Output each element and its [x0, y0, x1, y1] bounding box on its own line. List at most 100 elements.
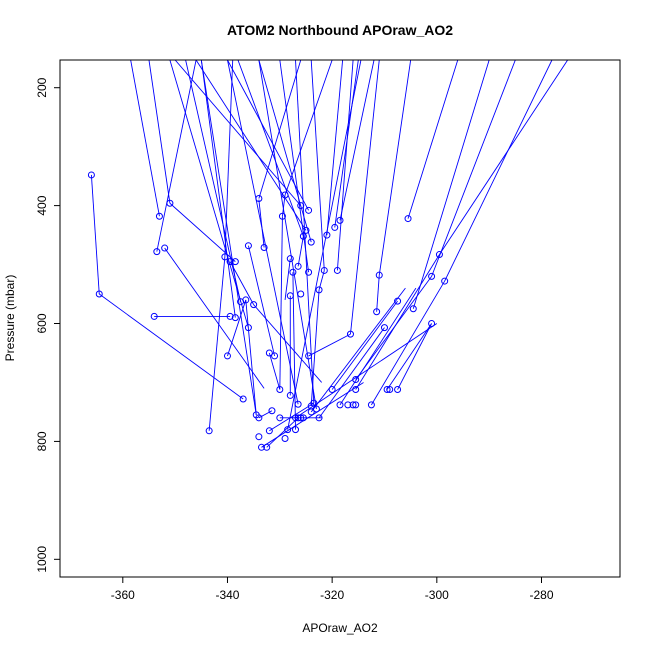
data-line-segment: [310, 287, 406, 413]
data-point: [428, 272, 436, 280]
data-point: [294, 400, 302, 408]
data-point: [265, 349, 273, 357]
data-line-segment: [378, 60, 412, 276]
data-point: [297, 414, 305, 422]
data-point: [153, 248, 161, 256]
data-line-segment: [281, 194, 286, 217]
data-line-segment: [326, 60, 344, 236]
data-segments: [90, 60, 569, 448]
data-line-segment: [174, 60, 302, 206]
data-point: [286, 255, 294, 263]
data-point: [375, 271, 383, 279]
data-point: [352, 376, 360, 384]
data-point: [226, 312, 234, 320]
data-point: [441, 277, 449, 285]
data-point: [294, 414, 302, 422]
data-point: [297, 202, 305, 210]
x-tick-label: -300: [425, 588, 449, 602]
data-point: [221, 253, 229, 261]
data-point: [383, 386, 391, 394]
data-point: [223, 352, 231, 360]
plot-frame: [59, 59, 621, 578]
y-tick-label: 800: [35, 431, 49, 451]
data-point: [302, 226, 310, 234]
data-point: [428, 320, 436, 328]
data-point: [244, 242, 252, 250]
data-point: [307, 238, 315, 246]
data-line-segment: [253, 304, 323, 383]
x-axis: -360 -340 -320 -300 -280: [111, 577, 554, 602]
data-line-segment: [407, 60, 459, 219]
data-point: [205, 427, 213, 435]
data-point: [286, 391, 294, 399]
data-point: [237, 298, 245, 306]
data-line-segment: [431, 60, 516, 277]
chart-title: ATOM2 Northbound APOraw_AO2: [227, 22, 453, 38]
data-line-segment: [284, 258, 291, 300]
data-points: [87, 171, 449, 451]
data-line-segment: [268, 352, 281, 390]
data-point: [255, 414, 263, 422]
data-line-segment: [195, 60, 307, 231]
data-point: [352, 386, 360, 394]
data-line-segment: [200, 60, 236, 318]
data-line-segment: [279, 60, 310, 273]
data-line-segment: [355, 254, 440, 390]
data-line-segment: [386, 323, 432, 390]
data-line-segment: [397, 323, 432, 390]
data-point: [328, 386, 336, 394]
data-point: [150, 312, 158, 320]
data-line-segment: [258, 60, 302, 199]
data-point: [394, 297, 402, 305]
data-point: [284, 426, 292, 434]
data-line-segment: [308, 333, 351, 357]
data-line-segment: [339, 60, 375, 221]
data-point: [331, 223, 339, 231]
data-point: [276, 414, 284, 422]
data-line-segment: [200, 60, 257, 415]
data-point: [307, 408, 315, 416]
data-line-segment: [412, 60, 490, 309]
data-point: [281, 191, 289, 199]
data-point: [312, 405, 320, 413]
data-line-segment: [90, 174, 100, 295]
data-point: [299, 414, 307, 422]
data-point: [386, 386, 394, 394]
data-point: [263, 443, 271, 451]
data-point: [310, 399, 318, 407]
data-point: [292, 426, 300, 434]
x-tick-label: -320: [320, 588, 344, 602]
data-point: [286, 292, 294, 300]
data-line-segment: [237, 60, 304, 237]
y-tick-label: 400: [35, 195, 49, 215]
data-line-segment: [156, 60, 197, 252]
data-line-segment: [310, 60, 325, 271]
data-line-segment: [164, 247, 265, 389]
data-point: [320, 266, 328, 274]
data-line-segment: [376, 275, 380, 312]
data-line-segment: [245, 299, 257, 415]
data-point: [255, 195, 263, 203]
data-line-segment: [208, 256, 226, 431]
data-point: [292, 414, 300, 422]
data-point: [231, 258, 239, 266]
data-point: [349, 401, 357, 409]
data-point: [268, 407, 276, 415]
data-point: [344, 401, 352, 409]
data-point: [404, 215, 412, 223]
data-point: [315, 286, 323, 294]
y-axis: 200 400 600 800 1000: [35, 77, 60, 573]
data-line-segment: [185, 60, 241, 302]
data-point: [260, 243, 268, 251]
data-point: [265, 427, 273, 435]
y-tick-label: 600: [35, 313, 49, 333]
data-point: [87, 171, 95, 179]
x-tick-label: -360: [111, 588, 135, 602]
data-point: [394, 386, 402, 394]
data-line-segment: [258, 60, 312, 243]
data-line-segment: [284, 60, 333, 196]
data-point: [239, 395, 247, 403]
data-point: [367, 401, 375, 409]
data-point: [352, 401, 360, 409]
